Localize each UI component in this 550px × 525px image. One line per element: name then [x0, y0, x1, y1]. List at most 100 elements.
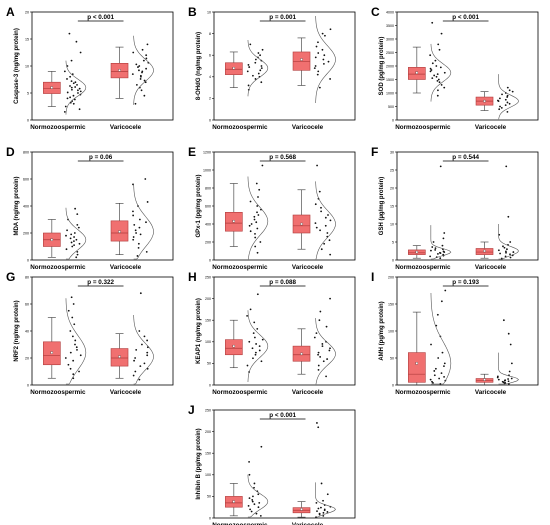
- data-point: [433, 74, 436, 77]
- data-point: [509, 343, 512, 346]
- data-point: [76, 84, 78, 86]
- data-point: [260, 445, 263, 448]
- mean-marker: [50, 86, 53, 89]
- data-point: [497, 249, 500, 252]
- data-point: [254, 245, 257, 248]
- data-point: [508, 102, 511, 105]
- data-point: [256, 211, 258, 214]
- data-point: [507, 215, 510, 218]
- data-point: [443, 365, 445, 367]
- data-point: [504, 255, 507, 258]
- category-label: Normozoospermic: [395, 264, 451, 271]
- data-point: [499, 252, 501, 255]
- data-point: [74, 343, 76, 346]
- y-tick-label: 40: [25, 329, 29, 333]
- y-tick-label: 60: [25, 302, 29, 306]
- data-point: [328, 349, 331, 352]
- data-point: [255, 343, 258, 345]
- distribution-curve: [247, 39, 269, 97]
- y-tick-label: 3000: [386, 37, 394, 41]
- data-point: [137, 242, 140, 245]
- data-point: [257, 506, 260, 509]
- distribution-curve: [133, 35, 154, 105]
- data-point: [248, 66, 251, 68]
- data-point: [134, 370, 137, 373]
- data-point: [76, 213, 79, 215]
- panel-e: E 0 200 400 600 800 1000 1200 GPx-1 (pg/mg prote…: [188, 145, 356, 271]
- data-point: [442, 250, 445, 253]
- category-label: Normozoospermic: [212, 522, 268, 525]
- data-point: [506, 94, 509, 97]
- data-point: [69, 85, 71, 87]
- y-tick-label: 600: [23, 177, 29, 181]
- data-point: [67, 363, 70, 366]
- data-point: [505, 251, 507, 254]
- data-point: [438, 377, 441, 380]
- data-point: [135, 232, 138, 234]
- group-varicocele: Varicocele: [292, 422, 336, 525]
- data-point: [439, 251, 441, 254]
- y-tick-label: 0: [209, 258, 211, 262]
- data-point: [260, 65, 263, 67]
- data-point: [257, 493, 260, 496]
- y-tick-label: 20: [25, 356, 29, 360]
- data-point: [255, 221, 258, 224]
- data-point: [250, 510, 253, 513]
- y-tick-label: 800: [205, 186, 211, 190]
- data-point: [328, 239, 331, 242]
- mean-marker: [300, 508, 303, 511]
- y-axis-label: KEAP1 (ng/mg protein): [196, 298, 202, 364]
- data-point: [318, 512, 321, 515]
- data-point: [250, 223, 253, 225]
- data-point: [146, 351, 149, 354]
- data-point: [437, 252, 439, 255]
- plot-frame: [213, 151, 356, 261]
- data-point: [314, 203, 317, 206]
- data-point: [132, 210, 134, 213]
- category-label: Varicocele: [110, 124, 142, 131]
- data-point: [324, 216, 327, 219]
- data-point: [429, 70, 432, 73]
- data-point: [314, 65, 317, 67]
- y-tick-label: 150: [388, 302, 394, 306]
- y-axis-label: NRF2 (ng/mg protein): [14, 300, 20, 361]
- y-tick-label: 4: [209, 75, 211, 79]
- data-point: [248, 340, 251, 343]
- data-point: [315, 501, 318, 504]
- data-point: [78, 87, 81, 90]
- data-point: [317, 368, 320, 371]
- data-point: [323, 54, 326, 57]
- panel-letter: G: [6, 270, 15, 284]
- data-point: [248, 473, 251, 476]
- data-point: [256, 327, 259, 330]
- distribution-curve: [430, 225, 452, 260]
- category-label: Varicocele: [292, 522, 324, 525]
- category-label: Varicocele: [292, 389, 324, 396]
- mean-marker: [300, 352, 303, 356]
- data-point: [134, 357, 137, 359]
- group-varicocele: Varicocele: [110, 292, 154, 396]
- data-point: [257, 196, 259, 198]
- p-value-label: p < 0.001: [87, 14, 114, 21]
- data-point: [509, 253, 511, 256]
- y-tick-label: 20: [390, 186, 394, 190]
- data-point: [145, 57, 148, 60]
- data-point: [143, 335, 146, 338]
- p-value-label: p = 0.193: [452, 279, 479, 286]
- y-tick-label: 25: [390, 168, 394, 172]
- data-point: [251, 498, 254, 501]
- data-point: [70, 241, 73, 244]
- mean-marker: [415, 362, 418, 365]
- y-axis-label: Inhibin B (pg/mg protein): [196, 428, 202, 499]
- data-point: [249, 308, 252, 311]
- data-point: [317, 426, 320, 429]
- data-point: [322, 360, 325, 363]
- panel-h: H 0 50 100 150 200 250 KEAP1 (ng/mg protein) p =…: [188, 270, 356, 396]
- data-point: [254, 58, 257, 61]
- data-point: [504, 98, 507, 101]
- y-tick-label: 400: [23, 204, 29, 208]
- data-point: [76, 251, 79, 253]
- data-point: [261, 48, 264, 51]
- data-point: [506, 86, 509, 89]
- category-label: Normozoospermic: [30, 264, 86, 271]
